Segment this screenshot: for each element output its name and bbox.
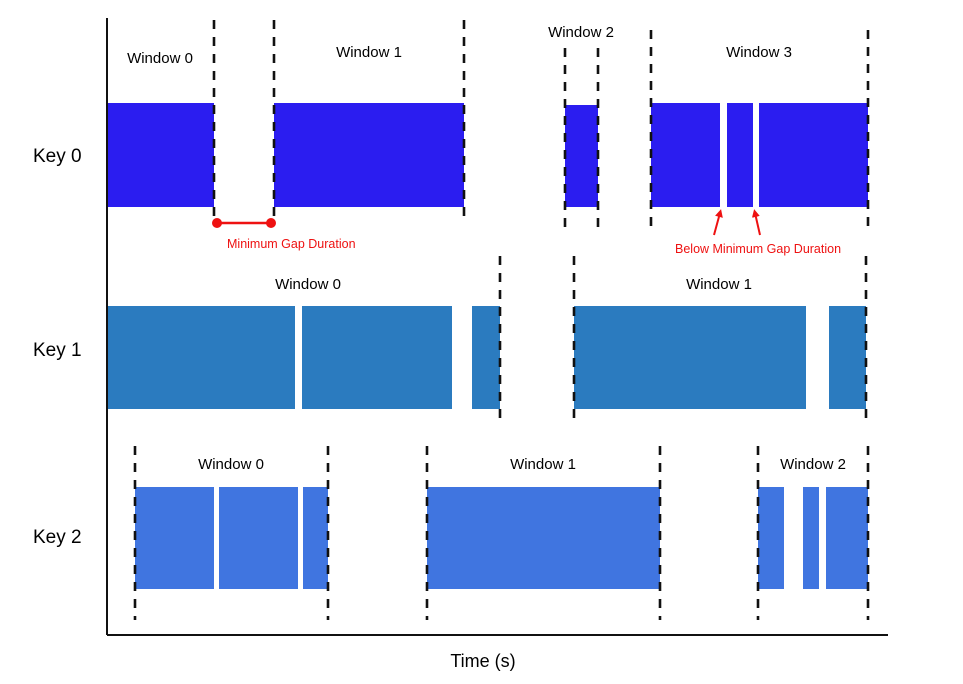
key-2-window-2-label: Window 2 (780, 456, 846, 473)
row-label-key-0: Key 0 (33, 146, 82, 167)
key-2-window-1-label: Window 1 (510, 456, 576, 473)
key-0-window-3-label: Window 3 (726, 44, 792, 61)
event-bar (565, 105, 598, 207)
event-bar (108, 306, 295, 409)
min-gap-label: Minimum Gap Duration (227, 237, 356, 251)
row-label-key-2: Key 2 (33, 527, 82, 548)
arrow-right (751, 209, 761, 236)
event-bar (651, 103, 720, 207)
min-gap-annotation: Minimum Gap Duration (212, 218, 356, 251)
event-bar (135, 487, 214, 589)
event-bar (302, 306, 452, 409)
below-min-gap-label: Below Minimum Gap Duration (675, 242, 841, 256)
key-0-window-1-label: Window 1 (336, 44, 402, 61)
event-bar (219, 487, 298, 589)
event-bar (472, 306, 500, 409)
event-bar (829, 306, 866, 409)
row-label-key-1: Key 1 (33, 340, 82, 361)
key-2-window-boundaries (133, 446, 870, 620)
x-axis-label: Time (s) (450, 651, 515, 671)
key-0-window-2-label: Window 2 (548, 24, 614, 41)
event-bar (803, 487, 819, 589)
event-bar (727, 103, 753, 207)
key-1-window-0-label: Window 0 (275, 276, 341, 293)
min-gap-end-dot (266, 218, 276, 228)
key-1-window-boundaries (498, 256, 868, 425)
below-min-gap-annotation: Below Minimum Gap Duration (675, 209, 841, 256)
min-gap-start-dot (212, 218, 222, 228)
arrow-left (713, 209, 723, 236)
key-0-window-0-label: Window 0 (127, 50, 193, 67)
event-bar (274, 103, 464, 207)
key-0-window-boundaries (212, 20, 870, 230)
event-bar (759, 103, 868, 207)
event-bar (303, 487, 328, 589)
event-bar (758, 487, 784, 589)
event-bar (574, 306, 806, 409)
event-bar (108, 103, 214, 207)
key-0-events (108, 103, 868, 207)
key-2-events (135, 487, 868, 589)
event-bar (427, 487, 660, 589)
key-1-events (108, 306, 866, 409)
event-bar (826, 487, 868, 589)
key-1-window-1-label: Window 1 (686, 276, 752, 293)
key-2-window-0-label: Window 0 (198, 456, 264, 473)
